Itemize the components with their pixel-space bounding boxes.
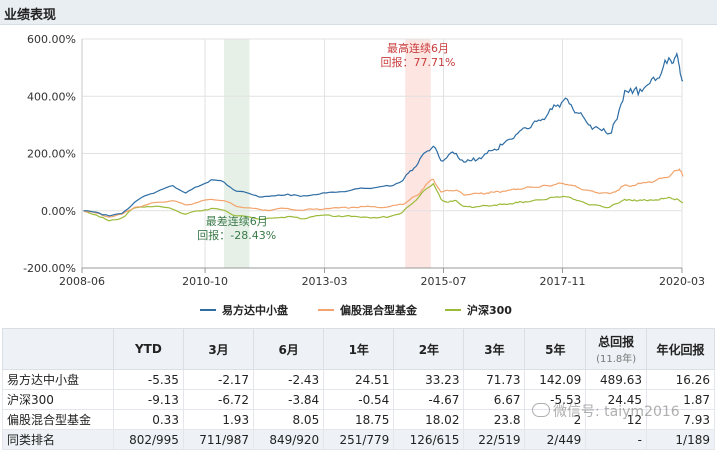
table-cell: 142.09 (524, 369, 587, 390)
wechat-icon (532, 403, 550, 417)
row-name: 同类排名 (2, 429, 114, 450)
table-cell: 489.63 (585, 369, 647, 390)
header-cell-3y: 3年 (463, 328, 526, 370)
x-tick-label: 2013-03 (302, 275, 348, 288)
table-cell: -3.84 (253, 389, 325, 410)
row-name: 偏股混合型基金 (2, 409, 114, 430)
watermark: 微信号: taiym2016 (532, 401, 680, 421)
header-cell-1y: 1年 (323, 328, 395, 370)
table-cell: 18.75 (323, 409, 395, 430)
table-cell: 7.93 (646, 409, 715, 430)
table-row-category: 偏股混合型基金 0.33 1.93 8.05 18.75 18.02 23.8 … (2, 409, 715, 430)
y-tick-label: -200.00% (23, 262, 76, 275)
section-title: 业绩表现 (4, 8, 57, 23)
table-cell: 2/449 (524, 429, 587, 450)
table-row-fund: 易方达中小盘 -5.35 -2.17 -2.43 24.51 33.23 71.… (2, 369, 715, 390)
table-cell: 8.05 (253, 409, 325, 430)
header-cell-5y: 5年 (524, 328, 587, 370)
table-cell: -6.72 (182, 389, 255, 410)
header-cell-annualized: 年化回报 (646, 328, 715, 370)
worst-period-label: 最差连续6月 (206, 214, 268, 228)
table-header-row: YTD 3月 6月 1年 2年 3年 5年 总回报 (11.8年) 年化回报 (2, 328, 715, 370)
table-cell: 849/920 (253, 429, 325, 450)
watermark-text: 微信号: taiym2016 (553, 404, 680, 420)
x-tick-label: 2015-07 (421, 275, 467, 288)
table-cell: 23.8 (463, 409, 526, 430)
table-cell: 1/189 (646, 429, 715, 450)
table-cell: 126/615 (393, 429, 465, 450)
performance-table: YTD 3月 6月 1年 2年 3年 5年 总回报 (11.8年) 年化回报 易方… (2, 328, 715, 450)
header-cell-2y: 2年 (393, 328, 465, 370)
header-subnote: (11.8年) (596, 354, 637, 365)
legend-label: 偏股混合型基金 (340, 303, 418, 317)
section-header: 业绩表现 (0, 0, 717, 25)
table-cell: -2.17 (182, 369, 255, 390)
y-tick-label: 600.00% (27, 33, 76, 46)
table-cell: -2.43 (253, 369, 325, 390)
table-cell: -0.54 (323, 389, 395, 410)
header-cell-name (2, 328, 114, 370)
table-cell: 251/779 (323, 429, 395, 450)
legend-label: 易方达中小盘 (222, 303, 288, 317)
x-tick-label: 2010-10 (182, 275, 228, 288)
x-tick-label: 2008-06 (59, 275, 105, 288)
table-cell: 6.67 (463, 389, 526, 410)
y-tick-label: 0.00% (41, 205, 76, 218)
table-cell: 24.51 (323, 369, 395, 390)
table-cell: 71.73 (463, 369, 526, 390)
table-cell: -4.67 (393, 389, 465, 410)
row-name: 沪深300 (2, 389, 114, 410)
table-cell: -9.13 (112, 389, 184, 410)
row-name: 易方达中小盘 (2, 369, 114, 390)
table-cell: 33.23 (393, 369, 465, 390)
performance-line-chart: 600.00% 400.00% 200.00% 0.00% -200.00%2008-0… (23, 33, 705, 317)
table-cell: - (585, 429, 647, 450)
table-cell: 711/987 (182, 429, 255, 450)
header-cell-ytd: YTD (112, 328, 184, 370)
header-cell-6m: 6月 (253, 328, 325, 370)
series-line-2 (83, 182, 684, 222)
best-period-label: 最高连续6月 (387, 41, 449, 55)
table-cell: 0.33 (112, 409, 184, 430)
header-cell-total: 总回报 (11.8年) (585, 328, 647, 370)
legend-label: 沪深300 (467, 303, 512, 317)
y-tick-label: 200.00% (27, 148, 76, 161)
series-line-0 (83, 51, 684, 217)
worst-period-label: 回报：-28.43% (197, 228, 276, 242)
table-cell: -5.35 (112, 369, 184, 390)
table-cell: 22/519 (463, 429, 526, 450)
table-cell: 1.93 (182, 409, 255, 430)
table-cell: 18.02 (393, 409, 465, 430)
table-row-rank: 同类排名 802/995 711/987 849/920 251/779 126… (2, 429, 715, 450)
x-tick-label: 2020-03 (659, 275, 705, 288)
y-tick-label: 400.00% (27, 90, 76, 103)
x-tick-label: 2017-11 (540, 275, 586, 288)
table-cell: 16.26 (646, 369, 715, 390)
best-period-label: 回报：77.71% (381, 55, 456, 69)
table-row-index: 沪深300 -9.13 -6.72 -3.84 -0.54 -4.67 6.67… (2, 389, 715, 410)
series-line-1 (83, 168, 684, 218)
table-cell: 802/995 (112, 429, 184, 450)
header-cell-3m: 3月 (182, 328, 255, 370)
